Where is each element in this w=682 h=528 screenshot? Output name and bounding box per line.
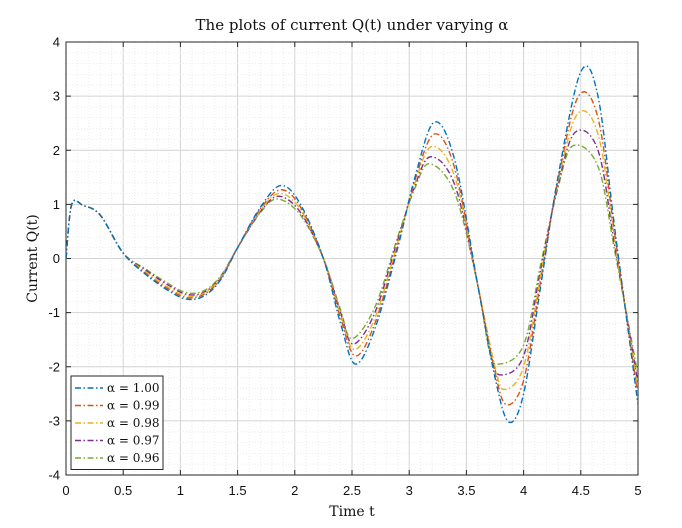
series-group bbox=[66, 65, 638, 424]
x-tick-label: 1.5 bbox=[229, 483, 247, 498]
y-tick-label: -2 bbox=[48, 359, 60, 374]
y-tick-label: -1 bbox=[48, 305, 60, 320]
series-line-3 bbox=[66, 129, 638, 384]
x-tick-label: 1 bbox=[177, 483, 184, 498]
legend-label-1: α = 0.99 bbox=[107, 399, 160, 413]
y-axis-label: Current Q(t) bbox=[25, 214, 41, 303]
x-tick-label: 2.5 bbox=[343, 483, 361, 498]
legend-label-3: α = 0.97 bbox=[107, 434, 160, 448]
legend-label-4: α = 0.96 bbox=[107, 451, 160, 465]
legend-box bbox=[70, 375, 164, 470]
y-tick-label: 2 bbox=[53, 143, 60, 158]
legend-label-0: α = 1.00 bbox=[107, 381, 160, 395]
y-tick-label: 0 bbox=[53, 251, 60, 266]
chart-title: The plots of current Q(t) under varying … bbox=[196, 16, 509, 34]
x-tick-label: 3 bbox=[406, 483, 413, 498]
y-tick-label: 1 bbox=[53, 197, 60, 212]
x-axis-label: Time t bbox=[329, 504, 375, 520]
series-line-0 bbox=[66, 65, 638, 424]
x-tick-label: 5 bbox=[634, 483, 641, 498]
x-tick-label: 4 bbox=[520, 483, 527, 498]
legend-label-2: α = 0.98 bbox=[107, 416, 160, 430]
x-tick-label: 0 bbox=[62, 483, 69, 498]
y-tick-label: -3 bbox=[48, 413, 60, 428]
x-tick-label: 2 bbox=[291, 483, 298, 498]
y-tick-label: 4 bbox=[53, 35, 60, 50]
y-tick-label: 3 bbox=[53, 89, 60, 104]
series-line-4 bbox=[66, 144, 638, 375]
x-axis-ticks: 0 0.5 1 1.5 2 2.5 3 3.5 4 4.5 5 bbox=[62, 42, 642, 498]
x-tick-label: 3.5 bbox=[457, 483, 475, 498]
x-tick-label: 4.5 bbox=[572, 483, 590, 498]
x-tick-label: 0.5 bbox=[114, 483, 132, 498]
y-tick-label: -4 bbox=[48, 468, 60, 483]
legend: α = 1.00 α = 0.99 α = 0.98 α = 0.97 α = 0.96 bbox=[70, 375, 164, 470]
